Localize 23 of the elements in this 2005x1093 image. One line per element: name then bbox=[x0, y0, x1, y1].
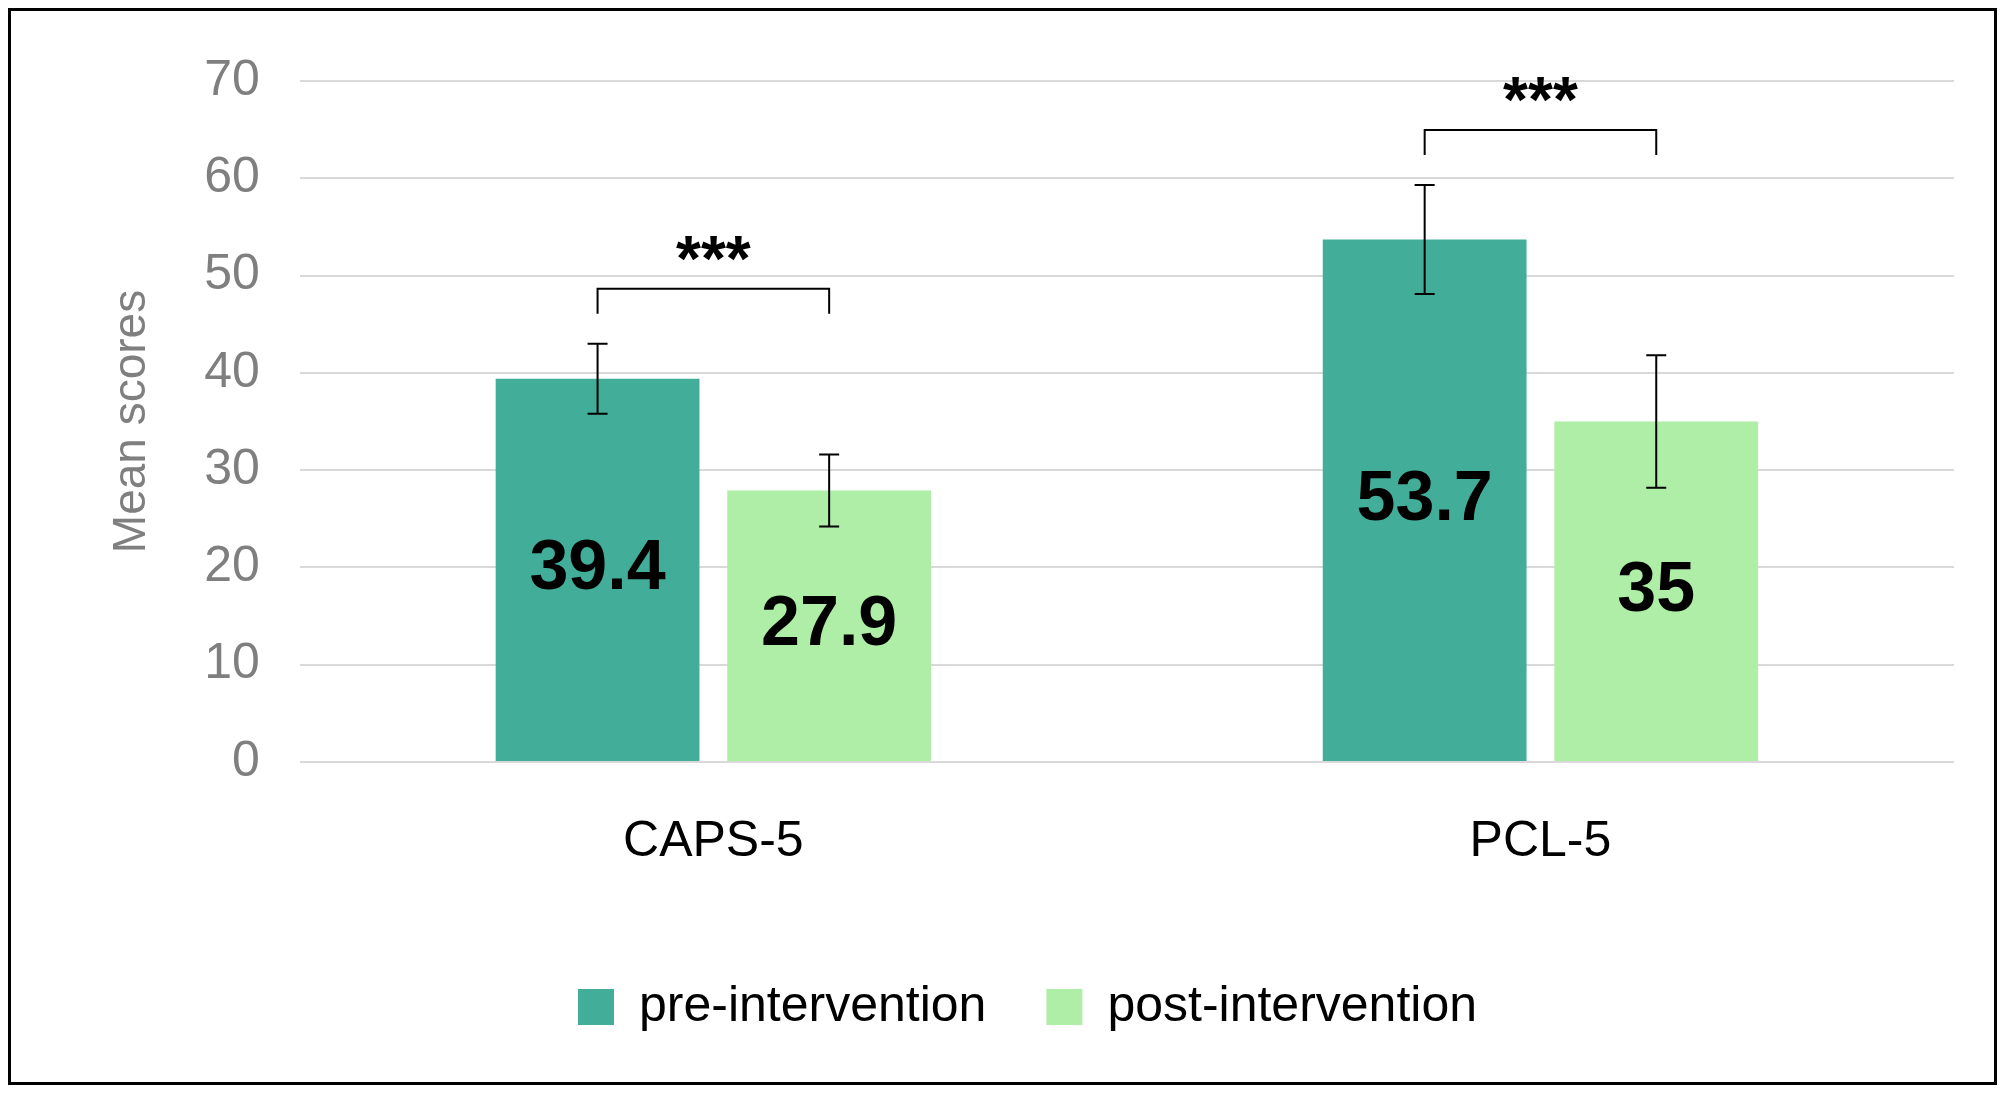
x-tick-label: PCL-5 bbox=[1469, 810, 1612, 867]
y-tick-label: 20 bbox=[204, 536, 260, 593]
legend-label: post-intervention bbox=[1107, 975, 1478, 1032]
x-tick-label: CAPS-5 bbox=[623, 810, 804, 867]
bar bbox=[495, 378, 700, 761]
y-tick-label: 30 bbox=[204, 438, 260, 495]
y-tick-label: 10 bbox=[204, 633, 260, 690]
annotation: *** bbox=[676, 222, 751, 295]
bar bbox=[727, 490, 932, 761]
y-tick-label: 40 bbox=[204, 341, 260, 398]
y-axis-title: Mean scores bbox=[103, 289, 156, 554]
y-tick-label: 50 bbox=[204, 244, 260, 301]
bar bbox=[1554, 421, 1759, 761]
annotation: *** bbox=[1503, 64, 1578, 137]
y-tick-label: 60 bbox=[204, 147, 260, 204]
legend-label: pre-intervention bbox=[638, 975, 987, 1032]
y-tick-label: 0 bbox=[232, 730, 260, 787]
data-label: 27.9 bbox=[761, 582, 898, 661]
y-tick-label: 70 bbox=[204, 49, 260, 106]
data-label: 35 bbox=[1617, 547, 1696, 626]
data-label: 53.7 bbox=[1356, 456, 1493, 535]
data-label: 39.4 bbox=[529, 526, 666, 605]
bar bbox=[1322, 239, 1527, 761]
